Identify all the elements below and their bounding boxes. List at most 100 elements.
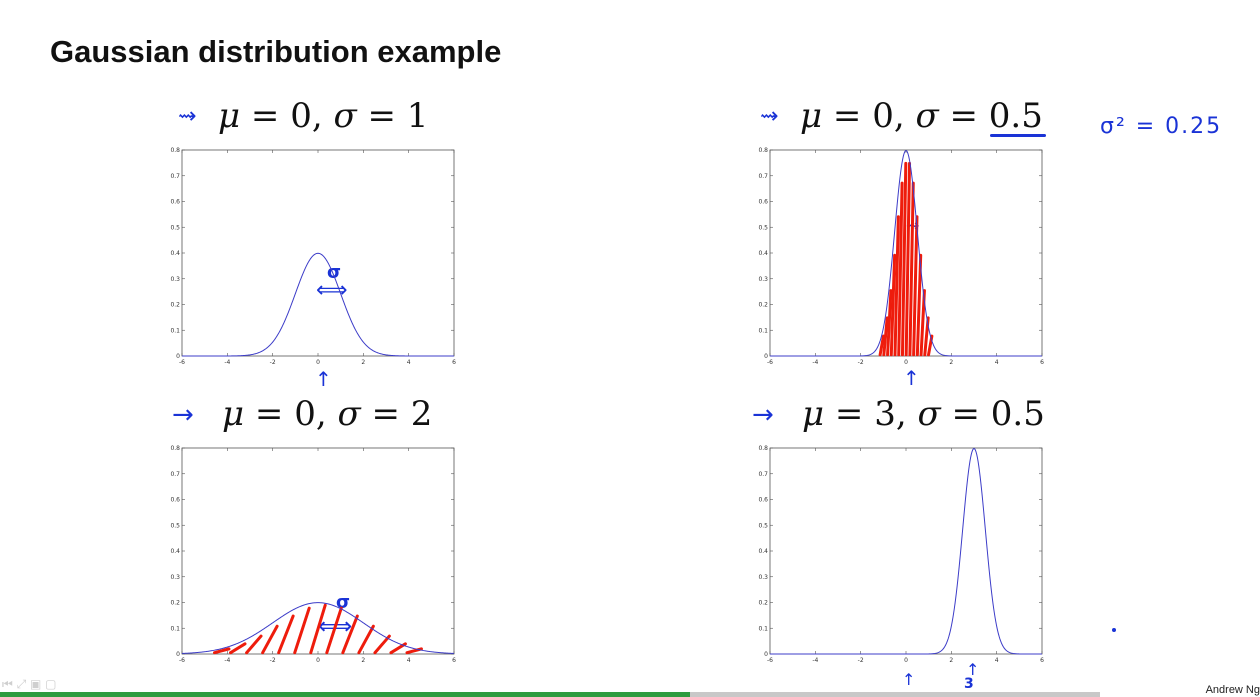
- caption-eq2: = 2: [360, 394, 433, 434]
- x-tick-label: -2: [270, 359, 276, 366]
- x-tick-label: 6: [1040, 359, 1044, 366]
- y-tick-label: 0.3: [170, 276, 180, 283]
- x-tick-label: -2: [270, 657, 276, 664]
- x-tick-label: -6: [767, 359, 773, 366]
- y-tick-label: 0.1: [758, 327, 768, 334]
- y-tick-label: 0.2: [758, 600, 768, 607]
- y-tick-label: 0.5: [170, 522, 180, 529]
- hatch-stroke: [245, 634, 263, 655]
- hatch-stroke: [277, 614, 295, 655]
- slide-title: Gaussian distribution example: [50, 34, 502, 69]
- hatch-stroke: [261, 624, 279, 655]
- y-tick-label: 0.4: [170, 548, 180, 555]
- x-tick-label: 2: [949, 359, 953, 366]
- y-tick-label: 0.2: [170, 302, 180, 309]
- arrow-annotation-1: ⇝: [178, 104, 197, 129]
- y-tick-label: 0.1: [170, 625, 180, 632]
- hatch-stroke: [878, 334, 885, 357]
- hatch-stroke: [293, 606, 311, 655]
- caption-eq1: = 0,: [822, 96, 916, 136]
- caption-eq2: = 0.5: [938, 96, 1043, 136]
- y-tick-label: 0.3: [758, 276, 768, 283]
- up-arrow-1: ↑: [315, 367, 332, 391]
- x-tick-label: 0: [904, 359, 908, 366]
- x-tick-label: 0: [316, 359, 320, 366]
- y-tick-label: 0.5: [758, 522, 768, 529]
- y-tick-label: 0.7: [758, 173, 768, 180]
- hatch-stroke: [915, 253, 923, 357]
- x-tick-label: -4: [224, 657, 230, 664]
- x-tick-label: -2: [858, 657, 864, 664]
- hatch-stroke: [309, 603, 327, 655]
- x-tick-label: -6: [767, 657, 773, 664]
- y-tick-label: 0.6: [170, 497, 180, 504]
- gaussian-curve: [182, 252, 454, 357]
- caption-panel-1: μ = 0, σ = 1: [218, 96, 428, 136]
- x-tick-label: -6: [179, 657, 185, 664]
- caption-eq2: = 1: [356, 96, 429, 136]
- x-tick-label: -4: [224, 359, 230, 366]
- arrow-annotation-4: →: [752, 400, 774, 430]
- y-tick-label: 0.4: [758, 250, 768, 257]
- sigma-symbol: σ: [337, 394, 361, 434]
- caption-eq1: = 0,: [244, 394, 338, 434]
- gaussian-curve: [770, 447, 1042, 655]
- y-tick-label: 0.5: [170, 224, 180, 231]
- y-tick-label: 0.6: [170, 199, 180, 206]
- y-tick-label: 0: [176, 353, 180, 360]
- y-tick-label: 0.2: [170, 600, 180, 607]
- hatch-stroke: [357, 624, 375, 655]
- y-tick-label: 0.7: [170, 173, 180, 180]
- y-tick-label: 0.1: [758, 625, 768, 632]
- video-progress-bar[interactable]: [0, 692, 1100, 697]
- arrow-annotation-3: →: [172, 400, 194, 430]
- mu-symbol: μ: [802, 394, 825, 434]
- caption-eq1: = 0,: [240, 96, 334, 136]
- x-tick-label: 0: [316, 657, 320, 664]
- plot-frame: [769, 447, 1043, 655]
- hatch-stroke: [325, 606, 343, 655]
- caption-eq1: = 3,: [824, 394, 918, 434]
- hatch-stroke: [882, 316, 889, 357]
- x-tick-label: 4: [407, 657, 411, 664]
- y-tick-label: 0.3: [170, 574, 180, 581]
- y-tick-label: 0.4: [170, 250, 180, 257]
- x-tick-label: 6: [452, 359, 456, 366]
- hatch-stroke: [904, 161, 912, 357]
- arrow-annotation-2: ⇝: [760, 104, 779, 129]
- y-tick-label: 0.8: [758, 147, 768, 154]
- gaussian-curve: [181, 602, 455, 654]
- plot-mu3-sigma05: 0 0.1 0.2 0.3 0.4 0.5 0.6 0.7 0.8 -6 -4 -2 0 2 4 6: [758, 445, 1044, 664]
- x-tick-label: 4: [407, 359, 411, 366]
- y-tick-label: 0.2: [758, 302, 768, 309]
- x-tick-label: 6: [452, 657, 456, 664]
- x-tick-label: -4: [812, 657, 818, 664]
- player-controls-icon[interactable]: ⏮ ⤢ ▣ ▢: [2, 677, 57, 691]
- caption-panel-2: μ = 0, σ = 0.5: [800, 96, 1043, 136]
- caption-panel-4: μ = 3, σ = 0.5: [802, 394, 1045, 434]
- x-tick-label: 6: [1040, 657, 1044, 664]
- caption-panel-3: μ = 0, σ = 2: [222, 394, 432, 434]
- plot-frame: [181, 447, 455, 655]
- y-tick-label: 0: [764, 651, 768, 658]
- hatch-stroke: [886, 289, 893, 357]
- hatch-stroke: [893, 215, 900, 357]
- sigma-symbol: σ: [915, 96, 939, 136]
- x-tick-label: -2: [858, 359, 864, 366]
- x-tick-label: 2: [361, 359, 365, 366]
- author-credit: Andrew Ng: [1205, 684, 1260, 696]
- hatch-stroke: [341, 614, 359, 655]
- three-mark: 3: [964, 676, 974, 692]
- hatch-stroke: [889, 253, 897, 357]
- x-tick-label: 2: [361, 657, 365, 664]
- up-arrow-4b: ↑: [966, 660, 980, 679]
- y-tick-label: 0: [764, 353, 768, 360]
- hatch-stroke: [900, 161, 908, 357]
- y-tick-label: 0.7: [758, 471, 768, 478]
- variance-note: σ² = 0.25: [1100, 114, 1223, 139]
- hatch-stroke: [897, 181, 904, 357]
- up-arrow-4a: ↑: [902, 670, 916, 689]
- caption-eq2: = 0.5: [940, 394, 1045, 434]
- hatch-stroke: [229, 642, 247, 655]
- x-tick-label: 2: [949, 657, 953, 664]
